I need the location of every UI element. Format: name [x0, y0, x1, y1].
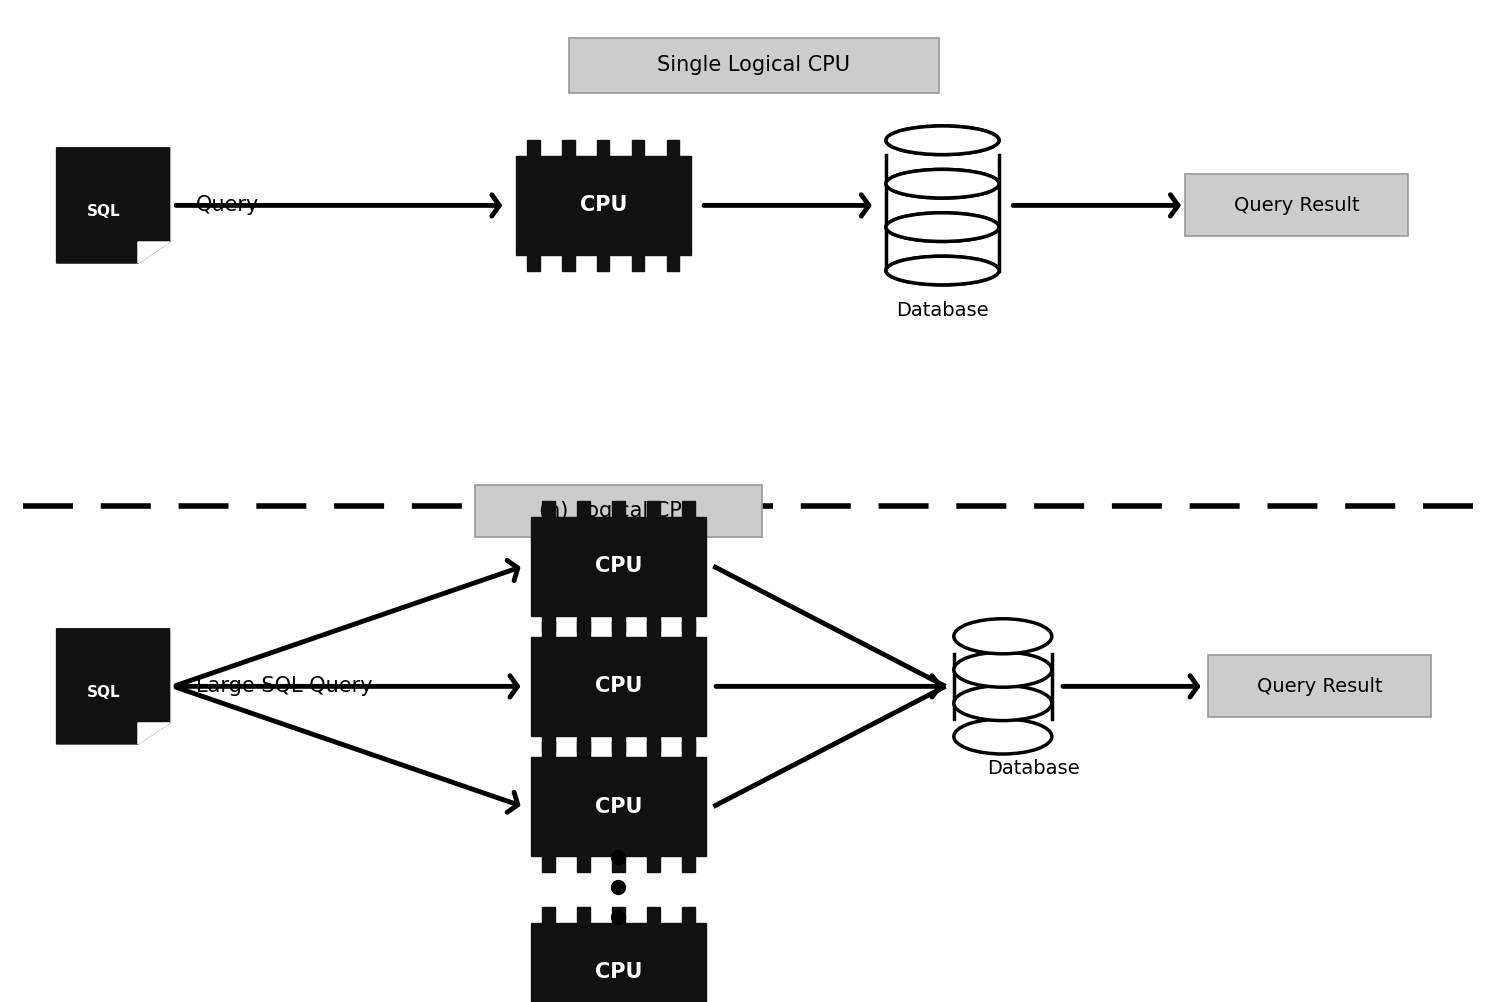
Bar [682, 741, 695, 758]
Bar [541, 907, 555, 923]
Text: Query Result: Query Result [1234, 196, 1360, 214]
Bar [612, 907, 624, 923]
Text: CPU: CPU [594, 556, 642, 576]
Text: Large SQL Query: Large SQL Query [196, 676, 372, 696]
Ellipse shape [953, 685, 1053, 720]
Text: (n) Logical CPU: (n) Logical CPU [540, 501, 697, 521]
Ellipse shape [953, 719, 1053, 754]
Bar [682, 735, 695, 752]
Ellipse shape [887, 169, 998, 198]
Bar [647, 621, 659, 637]
Bar [541, 615, 555, 631]
Bar [541, 741, 555, 758]
Ellipse shape [887, 257, 998, 285]
Text: SQL: SQL [87, 203, 121, 218]
Bar [647, 856, 659, 872]
Ellipse shape [887, 212, 998, 241]
Bar [647, 501, 659, 517]
Bar [531, 758, 706, 856]
Bar [612, 856, 624, 872]
Bar [531, 923, 706, 1002]
Bar [612, 735, 624, 752]
Text: Query Result: Query Result [1256, 677, 1383, 695]
Bar [562, 255, 575, 271]
Bar [612, 741, 624, 758]
Bar [541, 501, 555, 517]
Bar [562, 140, 575, 156]
FancyBboxPatch shape [1185, 174, 1408, 236]
Bar [541, 856, 555, 872]
Bar [682, 615, 695, 631]
Bar [647, 735, 659, 752]
Bar [578, 741, 590, 758]
Text: CPU: CPU [594, 962, 642, 982]
Ellipse shape [953, 619, 1053, 653]
Text: Database: Database [896, 301, 989, 320]
Ellipse shape [887, 257, 998, 285]
Bar [597, 255, 609, 271]
Bar [612, 501, 624, 517]
FancyBboxPatch shape [475, 485, 762, 537]
Bar [541, 735, 555, 752]
Bar [632, 255, 644, 271]
Bar [682, 621, 695, 637]
Polygon shape [57, 148, 169, 264]
Ellipse shape [887, 212, 998, 241]
Bar [516, 156, 691, 255]
Text: CPU: CPU [579, 195, 627, 215]
Bar [647, 615, 659, 631]
FancyBboxPatch shape [569, 37, 938, 93]
Bar [667, 140, 680, 156]
Text: SQL: SQL [87, 684, 121, 699]
Bar [526, 140, 540, 156]
Bar [612, 615, 624, 631]
Bar [578, 735, 590, 752]
Bar [647, 907, 659, 923]
Bar [682, 856, 695, 872]
Bar [612, 621, 624, 637]
Bar [953, 636, 1051, 736]
Bar [667, 255, 680, 271]
Bar [541, 621, 555, 637]
Polygon shape [137, 723, 169, 743]
Ellipse shape [887, 126, 998, 154]
Text: CPU: CPU [594, 797, 642, 817]
Text: CPU: CPU [594, 676, 642, 696]
Bar [578, 621, 590, 637]
Bar [647, 741, 659, 758]
Bar [531, 637, 706, 735]
FancyBboxPatch shape [1208, 655, 1431, 717]
Bar [887, 140, 998, 271]
Ellipse shape [887, 169, 998, 198]
Bar [682, 907, 695, 923]
Bar [597, 140, 609, 156]
Bar [526, 255, 540, 271]
Ellipse shape [953, 652, 1053, 687]
Bar [578, 856, 590, 872]
Polygon shape [57, 629, 169, 743]
Text: Query: Query [196, 195, 259, 215]
Bar [578, 501, 590, 517]
Bar [682, 501, 695, 517]
Text: Database: Database [986, 759, 1080, 778]
Bar [632, 140, 644, 156]
Bar [531, 517, 706, 615]
Text: Single Logical CPU: Single Logical CPU [657, 55, 851, 75]
Bar [578, 907, 590, 923]
Polygon shape [137, 242, 169, 264]
Bar [578, 615, 590, 631]
Ellipse shape [887, 126, 998, 154]
